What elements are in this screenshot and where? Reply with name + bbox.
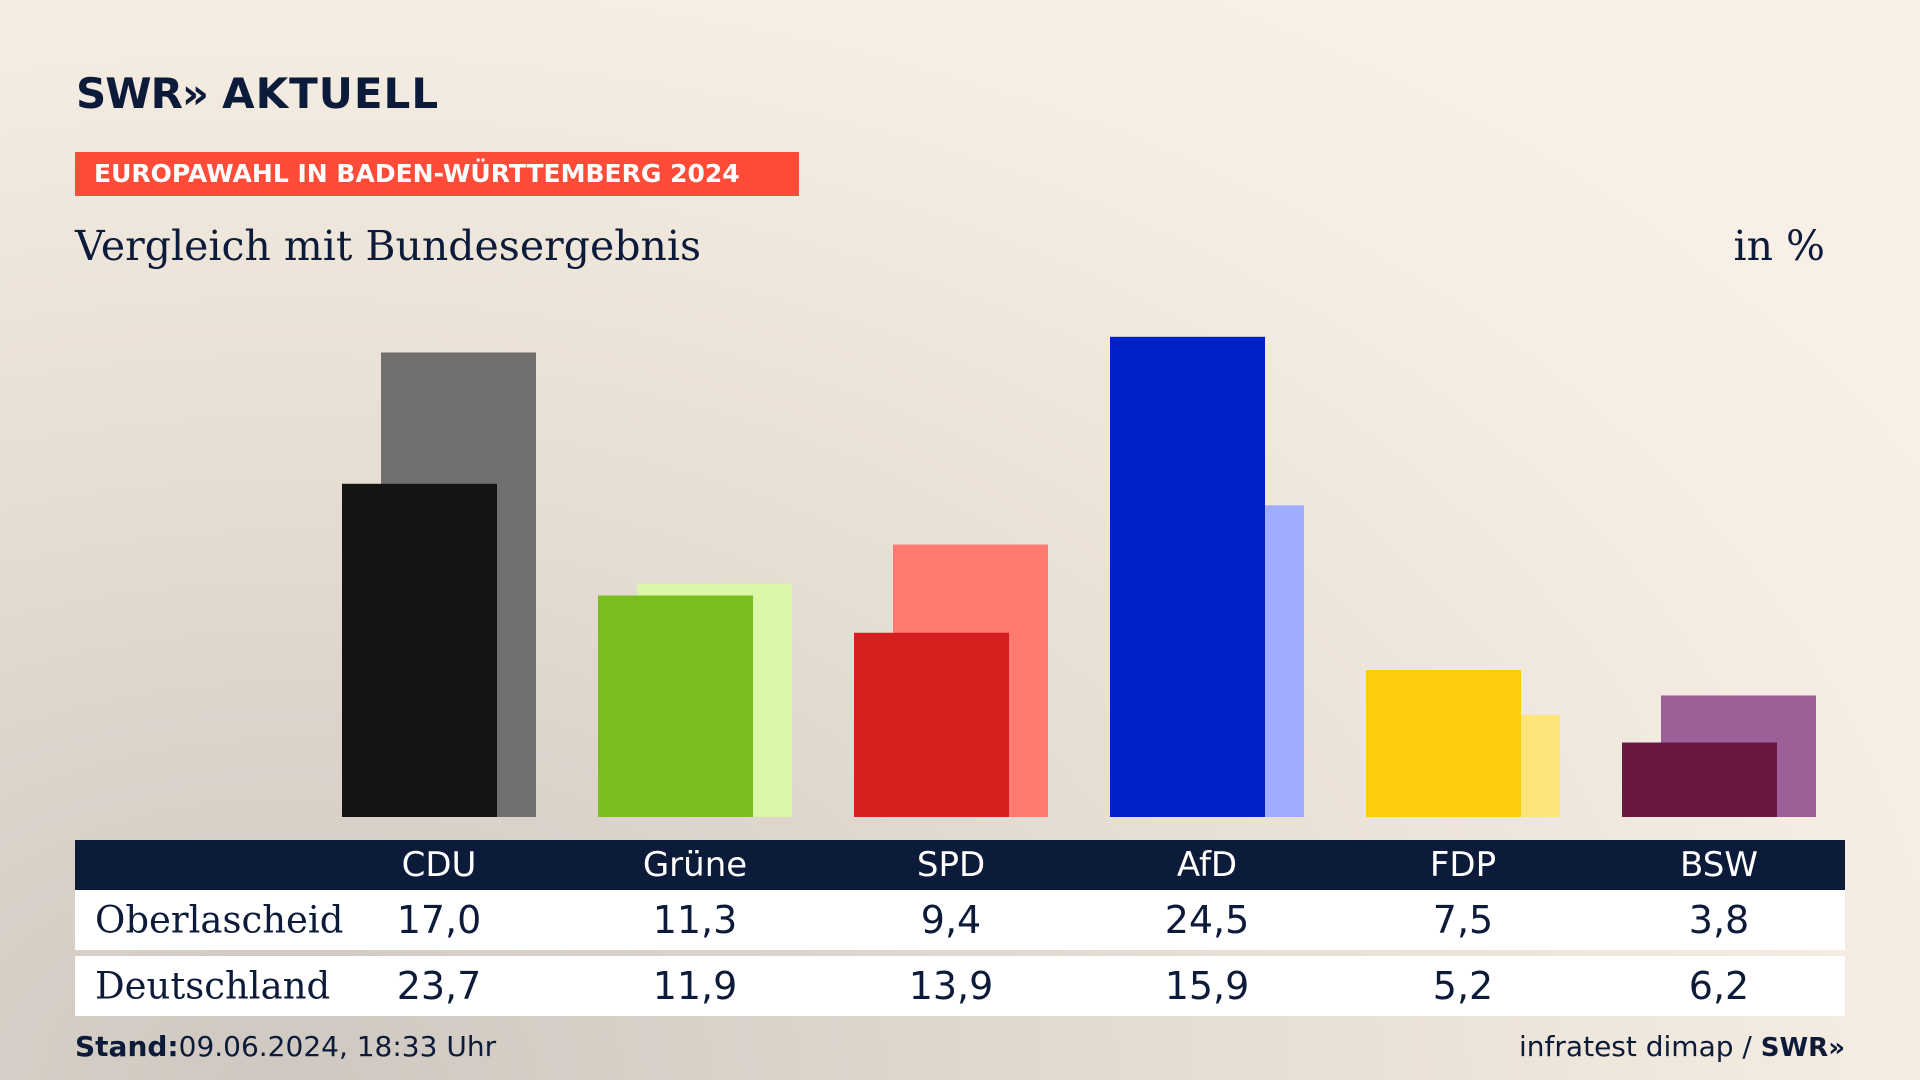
value-grüne: 11,9 [652,964,738,1008]
swr-aktuell-logo: SWR» AKTUELL [76,68,440,118]
source-text: infratest dimap / [1519,1030,1752,1063]
column-header-fdp: FDP [1429,845,1497,885]
value-cdu: 23,7 [396,964,482,1008]
row-label: Oberlascheid [95,898,344,942]
column-header-bsw: BSW [1680,845,1758,885]
bar-fdp-oberlascheid [1366,670,1521,817]
results-table: CDU Grüne SPD AfD FDP BSW Oberlascheid 17,0 11… [75,840,1845,1016]
bar-chart [342,336,1816,817]
bar-afd-oberlascheid [1110,336,1265,817]
column-header-spd: SPD [916,845,986,885]
table-row-deutschland: Deutschland 23,7 11,9 13,9 15,9 5,2 6,2 [75,956,1845,1016]
bar-grüne-oberlascheid [598,595,753,817]
value-cdu: 17,0 [396,898,482,942]
value-grüne: 11,3 [652,898,738,942]
value-bsw: 6,2 [1688,964,1750,1008]
value-bsw: 3,8 [1688,898,1750,942]
logo-swr: SWR» [76,68,209,118]
table-header-row: CDU Grüne SPD AfD FDP BSW [75,840,1845,890]
logo-aktuell: AKTUELL [222,68,440,118]
stand-value: 09.06.2024, 18:33 Uhr [178,1030,497,1063]
bar-cdu-oberlascheid [342,483,497,817]
value-spd: 9,4 [920,898,982,942]
table-row-oberlascheid: Oberlascheid 17,0 11,3 9,4 24,5 7,5 3,8 [75,890,1845,950]
column-header-cdu: CDU [401,845,477,885]
column-header-afd: AfD [1176,845,1238,885]
bar-spd-oberlascheid [854,632,1009,817]
bar-bsw-oberlascheid [1622,742,1777,817]
row-label: Deutschland [95,964,331,1008]
source-credit: infratest dimap / SWR» [1519,1030,1845,1063]
value-afd: 15,9 [1164,964,1250,1008]
value-afd: 24,5 [1164,898,1250,942]
column-header-grüne: Grüne [642,845,748,885]
value-spd: 13,9 [908,964,994,1008]
timestamp: Stand:09.06.2024, 18:33 Uhr [75,1030,496,1063]
value-fdp: 7,5 [1432,898,1494,942]
unit-label: in % [1733,222,1825,270]
value-fdp: 5,2 [1432,964,1494,1008]
stand-label: Stand: [75,1030,179,1063]
source-logo: SWR» [1760,1033,1845,1063]
election-banner: EUROPAWAHL IN BADEN-WÜRTTEMBERG 2024 [75,152,799,196]
chart-subtitle: Vergleich mit Bundesergebnis [75,222,702,270]
